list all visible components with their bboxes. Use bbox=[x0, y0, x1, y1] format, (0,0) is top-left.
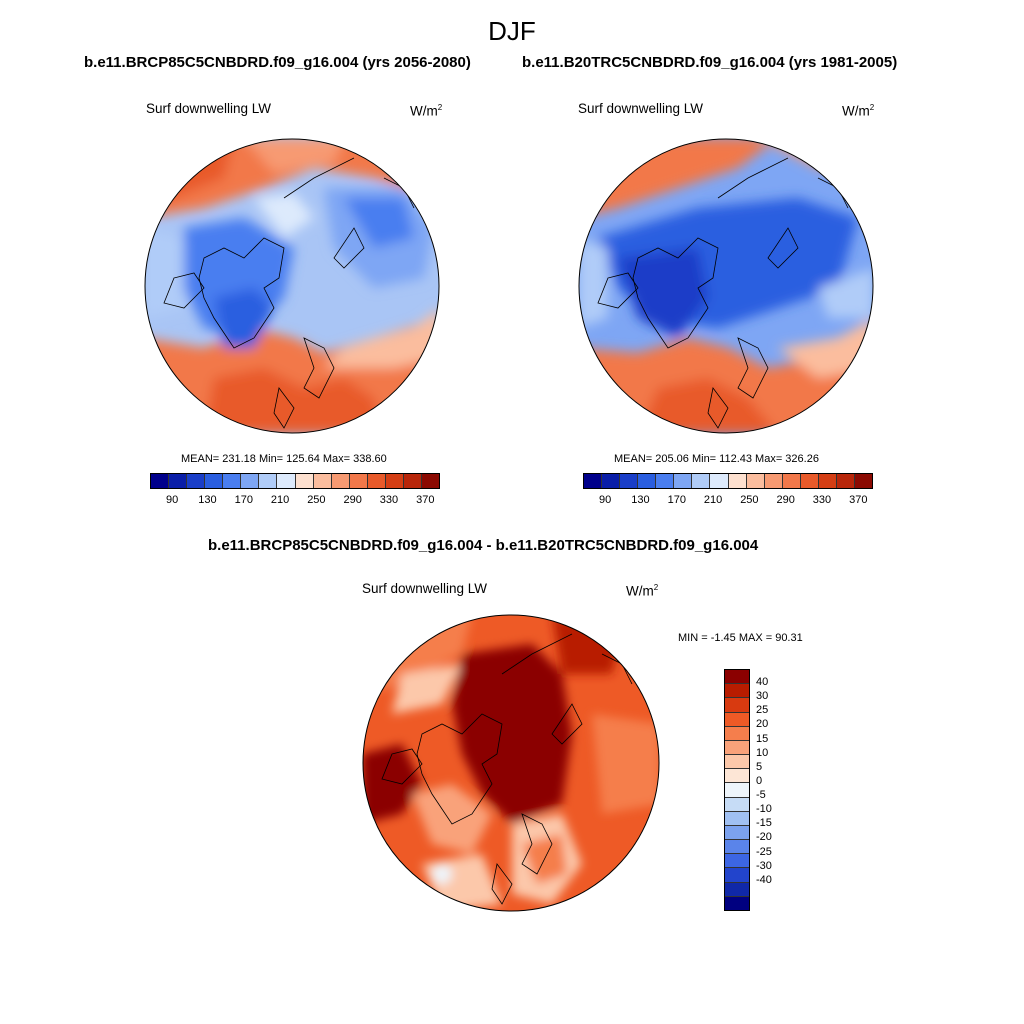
left-variable-label: Surf downwelling LW bbox=[146, 101, 272, 116]
colorbar-swatch bbox=[725, 698, 749, 713]
colorbar-tick-label: 170 bbox=[667, 494, 686, 506]
colorbar-swatch bbox=[725, 854, 749, 869]
colorbar-swatch bbox=[800, 474, 819, 488]
colorbar-swatch bbox=[151, 474, 170, 488]
colorbar-swatch bbox=[725, 882, 749, 897]
diff-colorbar bbox=[724, 669, 750, 911]
diff-stats: MIN = -1.45 MAX = 90.31 bbox=[678, 632, 803, 644]
right-variable-label: Surf downwelling LW bbox=[578, 101, 704, 116]
colorbar-swatch bbox=[725, 896, 749, 910]
colorbar-swatch bbox=[169, 474, 188, 488]
colorbar-tick-label: 290 bbox=[776, 494, 795, 506]
colorbar-swatch bbox=[620, 474, 639, 488]
right-stats: MEAN= 205.06 Min= 112.43 Max= 326.26 bbox=[614, 453, 819, 465]
right-unit-label: W/m2 bbox=[842, 103, 875, 119]
colorbar-swatch bbox=[725, 769, 749, 784]
colorbar-swatch bbox=[584, 474, 603, 488]
colorbar-swatch bbox=[403, 474, 422, 488]
colorbar-swatch bbox=[259, 474, 278, 488]
colorbar-tick-label: 15 bbox=[756, 732, 769, 745]
colorbar-swatch bbox=[602, 474, 621, 488]
colorbar-swatch bbox=[725, 712, 749, 727]
colorbar-tick-label: -10 bbox=[756, 803, 772, 816]
colorbar-tick-label: 10 bbox=[756, 746, 769, 759]
colorbar-tick-label: -30 bbox=[756, 859, 772, 872]
colorbar-tick-label: 90 bbox=[166, 494, 179, 506]
colorbar-swatch bbox=[836, 474, 855, 488]
colorbar-swatch bbox=[764, 474, 783, 488]
colorbar-swatch bbox=[725, 811, 749, 826]
colorbar-swatch bbox=[421, 474, 439, 488]
left-panel-subtitle: b.e11.BRCP85C5CNBDRD.f09_g16.004 (yrs 20… bbox=[84, 54, 471, 71]
colorbar-tick-label: 250 bbox=[740, 494, 759, 506]
colorbar-tick-label: -5 bbox=[756, 789, 766, 802]
colorbar-tick-label: 170 bbox=[234, 494, 253, 506]
colorbar-swatch bbox=[725, 740, 749, 756]
colorbar-swatch bbox=[725, 670, 749, 685]
right-polar-map bbox=[578, 138, 874, 434]
diff-unit-label: W/m2 bbox=[626, 583, 659, 599]
colorbar-swatch bbox=[725, 726, 749, 741]
colorbar-tick-label: -15 bbox=[756, 817, 772, 830]
colorbar-tick-label: 210 bbox=[270, 494, 290, 506]
colorbar-swatch bbox=[710, 474, 729, 488]
colorbar-swatch bbox=[725, 868, 749, 883]
colorbar-tick-label: 370 bbox=[849, 494, 868, 506]
colorbar-tick-label: -20 bbox=[756, 831, 772, 844]
colorbar-swatch bbox=[818, 474, 837, 488]
colorbar-swatch bbox=[782, 474, 801, 488]
colorbar-tick-label: 30 bbox=[756, 690, 769, 703]
colorbar-tick-label: 330 bbox=[812, 494, 832, 506]
colorbar-swatch bbox=[223, 474, 242, 488]
colorbar-tick-label: 0 bbox=[756, 774, 763, 787]
left-stats: MEAN= 231.18 Min= 125.64 Max= 338.60 bbox=[181, 453, 387, 465]
colorbar-swatch bbox=[674, 474, 693, 488]
colorbar-tick-label: 20 bbox=[756, 718, 769, 731]
colorbar-swatch bbox=[854, 474, 872, 488]
diff-variable-label: Surf downwelling LW bbox=[362, 581, 488, 596]
colorbar-swatch bbox=[241, 474, 260, 488]
left-polar-map bbox=[144, 138, 440, 434]
colorbar-swatch bbox=[725, 755, 749, 770]
right-colorbar bbox=[583, 473, 873, 489]
colorbar-tick-label: -40 bbox=[756, 873, 772, 886]
colorbar-swatch bbox=[205, 474, 224, 488]
colorbar-swatch bbox=[692, 474, 711, 488]
colorbar-swatch bbox=[638, 474, 657, 488]
colorbar-tick-label: 130 bbox=[198, 494, 217, 506]
colorbar-swatch bbox=[277, 474, 296, 488]
colorbar-swatch bbox=[725, 825, 749, 841]
colorbar-tick-label: 250 bbox=[307, 494, 326, 506]
colorbar-swatch bbox=[746, 474, 765, 488]
colorbar-swatch bbox=[295, 474, 314, 488]
colorbar-swatch bbox=[725, 797, 749, 812]
colorbar-tick-label: 25 bbox=[756, 704, 769, 717]
left-unit-label: W/m2 bbox=[410, 103, 443, 119]
colorbar-tick-label: 370 bbox=[416, 494, 435, 506]
colorbar-tick-label: 210 bbox=[703, 494, 723, 506]
colorbar-tick-label: 90 bbox=[599, 494, 612, 506]
colorbar-swatch bbox=[349, 474, 368, 488]
colorbar-tick-label: 40 bbox=[756, 676, 769, 689]
right-panel-subtitle: b.e11.B20TRC5CNBDRD.f09_g16.004 (yrs 198… bbox=[522, 54, 898, 71]
colorbar-swatch bbox=[187, 474, 206, 488]
diff-polar-map bbox=[362, 614, 660, 912]
colorbar-swatch bbox=[367, 474, 386, 488]
figure-title: DJF bbox=[488, 16, 536, 46]
colorbar-swatch bbox=[725, 684, 749, 699]
colorbar-tick-label: 5 bbox=[756, 760, 763, 773]
colorbar-swatch bbox=[725, 840, 749, 855]
colorbar-swatch bbox=[656, 474, 675, 488]
left-colorbar bbox=[150, 473, 440, 489]
colorbar-tick-label: 330 bbox=[379, 494, 399, 506]
colorbar-swatch bbox=[313, 474, 332, 488]
colorbar-swatch bbox=[728, 474, 747, 488]
colorbar-tick-label: 130 bbox=[631, 494, 650, 506]
colorbar-swatch bbox=[725, 783, 749, 798]
colorbar-tick-label: 290 bbox=[343, 494, 362, 506]
colorbar-swatch bbox=[331, 474, 350, 488]
colorbar-tick-label: -25 bbox=[756, 845, 772, 858]
diff-panel-subtitle: b.e11.BRCP85C5CNBDRD.f09_g16.004 - b.e11… bbox=[208, 537, 759, 554]
colorbar-swatch bbox=[385, 474, 404, 488]
